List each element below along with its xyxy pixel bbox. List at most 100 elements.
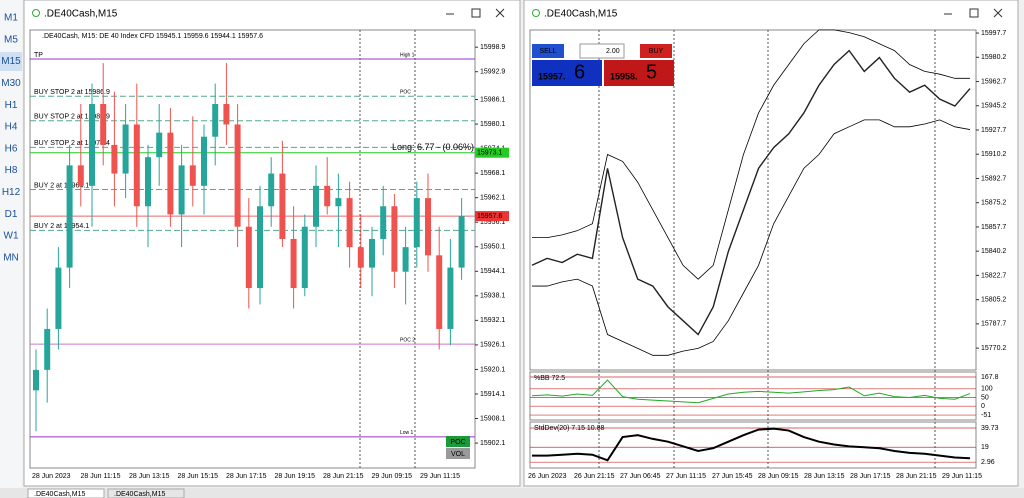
timeframe-button[interactable]: M15 bbox=[1, 56, 21, 67]
y-tick-label: 15914.1 bbox=[480, 391, 505, 398]
x-tick-label: 27 Jun 11:15 bbox=[666, 473, 706, 480]
candle-body bbox=[357, 247, 364, 268]
y-tick-label: 15945.2 bbox=[981, 103, 1006, 110]
x-tick-label: 28 Jun 21:15 bbox=[896, 473, 937, 480]
candle-body bbox=[201, 136, 207, 186]
candle-body bbox=[212, 104, 219, 137]
y-tick-label: 167.8 bbox=[981, 374, 999, 381]
ask-box[interactable] bbox=[604, 60, 674, 86]
timeframe-button[interactable]: MN bbox=[3, 252, 19, 263]
candle-body bbox=[290, 238, 297, 289]
ask-pip[interactable]: 5 bbox=[646, 61, 657, 83]
y-tick-label: 19 bbox=[981, 444, 989, 451]
y-tick-label: 15938.1 bbox=[480, 293, 505, 300]
y-tick-label: 50 bbox=[981, 394, 989, 401]
ask-main[interactable]: 15958. bbox=[610, 71, 638, 81]
candle-body bbox=[100, 104, 107, 145]
timeframe-button[interactable]: M30 bbox=[1, 78, 21, 89]
indicator-label: %BB 72.5 bbox=[534, 375, 565, 382]
chart-button-label[interactable]: POC bbox=[450, 439, 465, 446]
y-tick-label: 15770.2 bbox=[981, 345, 1006, 352]
bid-box[interactable] bbox=[532, 60, 602, 86]
y-tick-label: 0 bbox=[981, 403, 985, 410]
timeframe-button[interactable]: H4 bbox=[5, 122, 18, 133]
timeframe-button[interactable]: H1 bbox=[5, 100, 18, 111]
x-tick-label: 28 Jun 17:15 bbox=[226, 473, 267, 480]
timeframe-button[interactable]: H12 bbox=[2, 187, 21, 198]
y-tick-label: 15926.1 bbox=[480, 342, 505, 349]
bid-pip[interactable]: 6 bbox=[574, 61, 585, 83]
timeframe-button[interactable]: H6 bbox=[5, 143, 18, 154]
sd-pane bbox=[529, 421, 977, 469]
buy-label[interactable]: BUY bbox=[649, 48, 664, 55]
price-tag bbox=[475, 147, 509, 158]
timeframe-button[interactable]: M5 bbox=[4, 34, 18, 45]
candle-body bbox=[234, 124, 241, 227]
x-tick-label: 28 Jun 09:15 bbox=[758, 473, 799, 480]
candle-body bbox=[223, 104, 230, 125]
y-tick-label: 15962.1 bbox=[480, 195, 505, 202]
buy-button[interactable] bbox=[640, 44, 672, 58]
candle-body bbox=[89, 104, 95, 186]
x-tick-label: 29 Jun 09:15 bbox=[372, 473, 413, 480]
y-tick-label: 15956.1 bbox=[480, 219, 505, 226]
timeframe-button[interactable]: H8 bbox=[5, 165, 18, 176]
x-tick-label: 28 Jun 21:15 bbox=[323, 473, 364, 480]
tab[interactable] bbox=[27, 488, 105, 498]
candle-body bbox=[324, 185, 331, 207]
candle-body bbox=[122, 124, 129, 174]
candle-body bbox=[145, 157, 151, 207]
window-title: .DE40Cash,M15 bbox=[544, 9, 618, 20]
candle-body bbox=[44, 328, 51, 370]
y-tick-label: 15986.1 bbox=[480, 96, 505, 103]
tab-label[interactable]: .DE40Cash,M15 bbox=[34, 491, 85, 498]
level-tag: POC 2 bbox=[400, 337, 415, 343]
bid-main[interactable]: 15957. bbox=[538, 71, 566, 81]
bollinger-upper bbox=[532, 29, 970, 280]
candle-body bbox=[346, 198, 353, 248]
chart-header: .DE40Cash, M15: DE 40 Index CFD 15945.1 … bbox=[42, 33, 263, 40]
candle-body bbox=[313, 185, 319, 227]
y-tick-label: 15968.1 bbox=[480, 170, 505, 177]
order-label: BUY STOP 2 at 15974.4 bbox=[34, 140, 110, 147]
active-timeframe bbox=[0, 52, 22, 71]
tab-label[interactable]: .DE40Cash,M15 bbox=[114, 491, 165, 498]
candle-body bbox=[257, 206, 263, 289]
timeframe-button[interactable]: D1 bbox=[5, 209, 18, 220]
y-tick-label: 15980.2 bbox=[981, 54, 1006, 61]
x-tick-label: 28 Jun 13:15 bbox=[804, 473, 845, 480]
tab[interactable] bbox=[107, 488, 185, 498]
candle-body bbox=[369, 238, 375, 268]
x-tick-label: 28 Jun 13:15 bbox=[129, 473, 170, 480]
chart-button[interactable] bbox=[446, 448, 470, 459]
chart-button[interactable] bbox=[446, 436, 470, 447]
y-tick-label: 15892.7 bbox=[981, 175, 1006, 182]
sell-label[interactable]: SELL bbox=[539, 48, 556, 55]
candle-body bbox=[301, 226, 308, 289]
candle-body bbox=[55, 267, 62, 329]
sell-button[interactable] bbox=[532, 44, 564, 58]
x-tick-label: 26 Jun 21:15 bbox=[574, 473, 615, 480]
lot-value[interactable]: 2.00 bbox=[606, 48, 620, 55]
candle-body bbox=[391, 206, 398, 272]
y-tick-label: 15840.2 bbox=[981, 248, 1006, 255]
y-tick-label: 100 bbox=[981, 386, 993, 393]
chart-button-label[interactable]: VOL bbox=[451, 451, 465, 458]
indicator-label: StdDev(20) 7.15 10.88 bbox=[534, 425, 605, 432]
candle-body bbox=[425, 198, 431, 256]
timeframe-button[interactable]: W1 bbox=[4, 231, 19, 242]
y-tick-label: 15950.1 bbox=[480, 244, 505, 251]
window-controls bbox=[446, 8, 1003, 18]
y-tick-label: 15992.9 bbox=[480, 69, 505, 76]
candle-body bbox=[245, 226, 252, 289]
bollinger-lower bbox=[532, 119, 971, 356]
x-tick-label: 29 Jun 11:15 bbox=[942, 473, 982, 480]
right-chart bbox=[529, 29, 977, 371]
y-tick-label: 39.73 bbox=[981, 425, 999, 432]
x-tick-label: 28 Jun 11:15 bbox=[81, 473, 121, 480]
timeframe-button[interactable]: M1 bbox=[4, 13, 18, 24]
window-title: .DE40Cash,M15 bbox=[44, 9, 118, 20]
candle-body bbox=[66, 165, 73, 268]
left-chart bbox=[29, 29, 476, 469]
lot-input[interactable] bbox=[579, 43, 625, 59]
